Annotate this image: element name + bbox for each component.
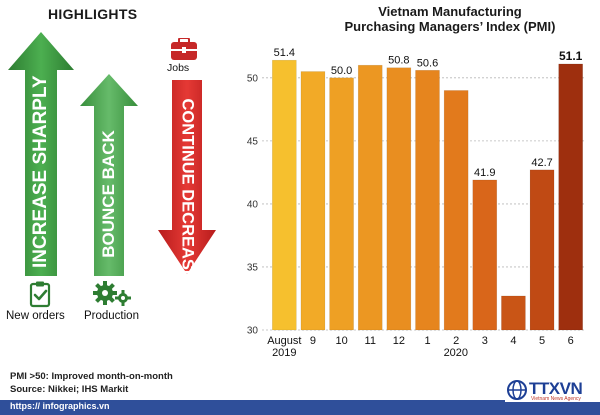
x-tick-label: 9	[310, 335, 316, 347]
data-label: 41.9	[474, 167, 495, 179]
data-label: 51.1	[559, 49, 583, 63]
logo-subtext: Vietnam News Agency	[531, 396, 581, 402]
new-orders-caption: New orders	[6, 310, 65, 322]
x-tick-label: 2	[453, 335, 459, 347]
globe-icon	[507, 380, 527, 400]
production-caption: Production	[84, 310, 139, 322]
footer-url[interactable]: https:// infographics.vn	[10, 401, 110, 411]
highlights-title: HIGHLIGHTS	[48, 6, 138, 22]
data-label: 50.8	[388, 55, 409, 67]
bar	[472, 179, 498, 331]
chart-title-line1: Vietnam Manufacturing	[378, 4, 522, 19]
y-tick-label: 45	[247, 136, 259, 147]
bar	[272, 59, 297, 331]
footer-bar	[0, 400, 600, 415]
bar	[386, 67, 412, 331]
x-tick-label: 11	[365, 335, 376, 347]
jobs-caption: Jobs	[167, 62, 190, 74]
data-label: 50.6	[417, 57, 438, 69]
continue-decreasing-label: CONTINUE DECREASING	[178, 98, 197, 300]
x-tick-label: 5	[539, 335, 545, 347]
x-tick-label: 6	[568, 335, 574, 347]
gears-icon	[92, 281, 132, 312]
data-label: 42.7	[531, 157, 552, 169]
continue-decreasing-arrow: CONTINUE DECREASING	[156, 80, 218, 300]
x-tick-label: 1	[424, 335, 430, 347]
x-tick-label: 3	[482, 335, 488, 347]
clipboard-check-icon	[26, 280, 54, 313]
bar	[558, 63, 583, 331]
bounce-back-label: BOUNCE BACK	[99, 130, 118, 258]
pmi-note: PMI >50: Improved month-on-month	[10, 371, 173, 382]
year-label: 2020	[444, 347, 468, 359]
chart-title-line2: Purchasing Managers’ Index (PMI)	[344, 19, 556, 34]
y-tick-label: 30	[247, 326, 259, 337]
x-tick-label: 4	[510, 335, 516, 347]
bar	[443, 90, 469, 331]
chart-title: Vietnam Manufacturing Purchasing Manager…	[300, 4, 600, 34]
x-tick-label: 10	[335, 335, 347, 347]
y-tick-label: 40	[247, 199, 259, 210]
ttxvn-logo: TTXVN Vietnam News Agency	[505, 378, 600, 402]
bounce-back-arrow: BOUNCE BACK	[78, 72, 140, 276]
bar	[501, 295, 526, 331]
y-tick-label: 50	[247, 73, 259, 84]
bar	[415, 69, 440, 331]
bar	[357, 64, 383, 331]
year-label: 2019	[272, 347, 296, 359]
x-tick-label: 12	[393, 335, 405, 347]
y-tick-label: 35	[247, 262, 259, 273]
briefcase-icon	[163, 37, 205, 78]
data-label: 50.0	[331, 65, 352, 77]
logo-text: TTXVN	[529, 379, 583, 398]
bar	[300, 71, 326, 331]
source-note: Source: Nikkei; IHS Markit	[10, 384, 129, 395]
increase-sharply-arrow: INCREASE SHARPLY	[6, 30, 76, 276]
data-label: 51.4	[274, 47, 295, 59]
increase-sharply-label: INCREASE SHARPLY	[30, 75, 51, 268]
bar	[529, 169, 555, 331]
bar	[329, 77, 354, 331]
x-tick-label: August	[267, 335, 301, 347]
